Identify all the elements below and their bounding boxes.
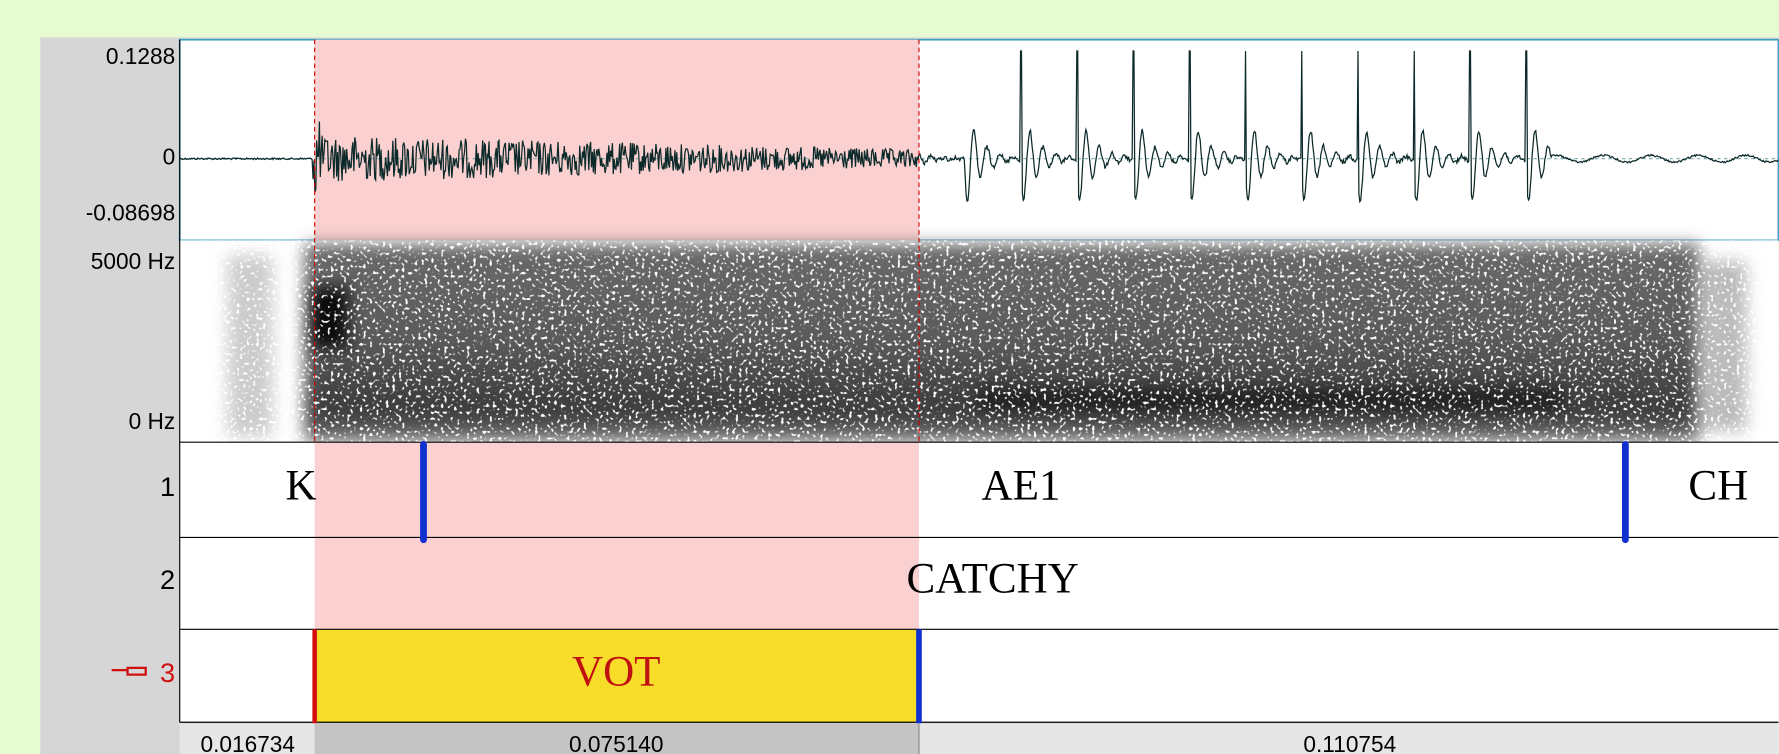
interval-label[interactable]: AE1 bbox=[982, 463, 1061, 510]
interval-label[interactable]: VOT bbox=[572, 649, 661, 696]
waveform-min: -0.08698 bbox=[86, 199, 175, 225]
textgrid-editor: K AE1 CH CATCHY VOT 0.1288 0 -0.08698 50… bbox=[0, 0, 1779, 754]
spectrogram-speckle bbox=[180, 240, 1779, 442]
waveform-max: 0.1288 bbox=[106, 43, 175, 69]
tier-number[interactable]: 3 bbox=[160, 657, 175, 688]
interval-label[interactable]: CH bbox=[1688, 463, 1748, 510]
tier-number[interactable]: 1 bbox=[160, 471, 175, 502]
page: {"waveform": {"max_label": "0.1288", "ze… bbox=[0, 0, 1779, 754]
duration[interactable]: 0.075140 bbox=[569, 731, 664, 754]
tier-number[interactable]: 2 bbox=[160, 564, 175, 595]
waveform-zero: 0 bbox=[163, 144, 176, 170]
spectrogram-bottom: 0 Hz bbox=[129, 408, 176, 434]
interval-label[interactable]: CATCHY bbox=[907, 556, 1079, 603]
spectrogram-top: 5000 Hz bbox=[91, 248, 175, 274]
duration[interactable]: 0.016734 bbox=[200, 731, 295, 754]
duration[interactable]: 0.110754 bbox=[1303, 731, 1396, 754]
interval-label[interactable]: K bbox=[285, 463, 316, 510]
selection bbox=[315, 40, 919, 241]
selection bbox=[315, 442, 919, 629]
